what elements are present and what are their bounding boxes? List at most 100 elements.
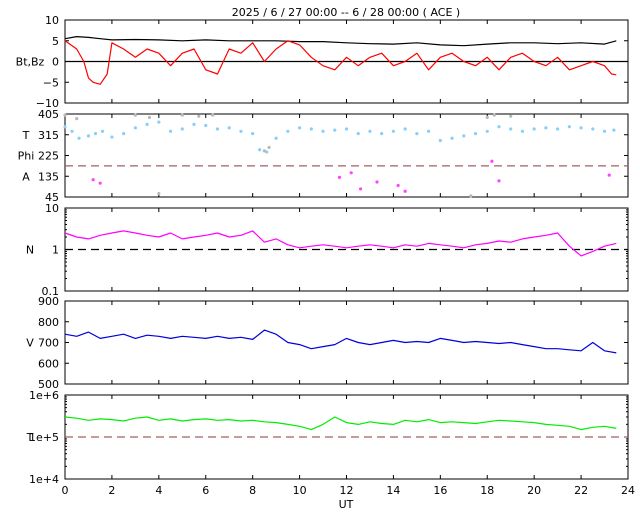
data-point [579, 126, 583, 130]
data-point [197, 114, 201, 118]
y-tick-label: −5 [43, 76, 59, 89]
data-point [75, 117, 79, 121]
y-axis-label: T [22, 129, 30, 142]
x-axis-label: UT [339, 498, 354, 511]
data-point [520, 129, 525, 133]
data-point [602, 129, 607, 133]
series-angles-2 [63, 113, 513, 198]
data-point [133, 126, 137, 130]
data-point [86, 134, 91, 138]
data-point [258, 148, 262, 152]
data-point [497, 179, 501, 183]
data-point [157, 120, 161, 124]
series-angles-1 [91, 159, 611, 193]
x-tick-label: 12 [340, 484, 354, 497]
data-point [485, 115, 489, 120]
data-point [509, 127, 513, 131]
data-point [286, 129, 290, 133]
series-bfield-1 [64, 40, 617, 85]
panel-angles: 405 315 225 135 45 T Phi A [18, 108, 629, 204]
data-point [98, 181, 102, 185]
chart-title: 2025 / 6 / 27 00:00 -- 6 / 28 00:00 ( AC… [232, 6, 460, 19]
y-tick-label: 0 [52, 56, 59, 69]
panel-speed: 900 800 700 600 500 V [26, 295, 629, 391]
data-point [473, 131, 478, 136]
data-point [91, 178, 95, 182]
series-speed-0 [64, 329, 617, 354]
data-point [168, 129, 173, 133]
data-point [147, 115, 152, 120]
data-point [227, 126, 231, 130]
data-point [297, 126, 302, 130]
data-point [180, 113, 184, 117]
y-tick-label: 5 [52, 35, 59, 48]
data-point [391, 129, 396, 133]
data-point [556, 127, 560, 131]
data-point [415, 131, 419, 136]
x-tick-label: 18 [480, 484, 494, 497]
y-tick-label: 225 [38, 150, 59, 163]
data-point [344, 127, 349, 131]
x-tick-label: 14 [386, 484, 400, 497]
panel-density: 10 1 0.1 N [26, 202, 629, 298]
data-point [349, 171, 353, 175]
data-point [309, 127, 313, 131]
series-angles-0 [63, 120, 616, 154]
series-line [64, 230, 617, 257]
data-point [509, 114, 513, 118]
data-point [469, 194, 473, 198]
data-point [462, 134, 466, 138]
data-point [70, 129, 74, 133]
x-tick-label: 10 [293, 484, 307, 497]
series-line [64, 35, 617, 47]
data-point [607, 173, 611, 177]
data-point [532, 127, 536, 131]
y-tick-label: 405 [38, 108, 59, 121]
data-point [321, 129, 325, 133]
data-point [145, 122, 149, 126]
x-tick-label: 2 [108, 484, 115, 497]
y-tick-label: 700 [38, 337, 59, 350]
y-tick-label: 500 [38, 378, 59, 391]
data-point [63, 125, 67, 129]
data-point [333, 128, 337, 132]
data-point [274, 136, 278, 140]
series-line [64, 416, 617, 431]
data-point [380, 131, 384, 136]
x-tick-label: 20 [527, 484, 541, 497]
data-point [368, 129, 372, 133]
y-axis-label: A [22, 170, 30, 183]
data-point [490, 159, 494, 163]
data-point [211, 113, 215, 117]
x-tick-label: 16 [433, 484, 447, 497]
data-point [612, 128, 616, 132]
y-tick-label: 1e+6 [29, 389, 59, 402]
y-tick-label: 900 [38, 295, 59, 308]
data-point [403, 127, 407, 131]
data-point [267, 145, 271, 150]
data-point [262, 149, 266, 153]
data-point [591, 127, 595, 131]
data-point [427, 129, 431, 133]
panel-frame [64, 300, 629, 385]
y-tick-label: 1e+4 [29, 473, 59, 486]
data-point [403, 189, 407, 193]
x-tick-label: 8 [249, 484, 256, 497]
data-point [122, 131, 126, 136]
x-tick-label: 24 [621, 484, 635, 497]
data-point [77, 136, 81, 140]
y-tick-label: 1e+5 [29, 431, 59, 444]
y-tick-label: 600 [38, 357, 59, 370]
series-line [64, 329, 617, 354]
y-axis-label: Bt,Bz [16, 56, 45, 69]
data-point [251, 131, 255, 136]
y-axis-label: Phi [18, 150, 35, 163]
data-point [239, 129, 243, 133]
y-axis-label: V [26, 337, 34, 350]
panel-temperature: 1e+61e+51e+40 2 4 6 8 10 12 14 16 18 20 22 24T [26, 389, 635, 497]
series-density-0 [64, 230, 617, 257]
y-tick-label: 45 [45, 191, 59, 204]
y-tick-label: 800 [38, 316, 59, 329]
data-point [544, 126, 548, 130]
